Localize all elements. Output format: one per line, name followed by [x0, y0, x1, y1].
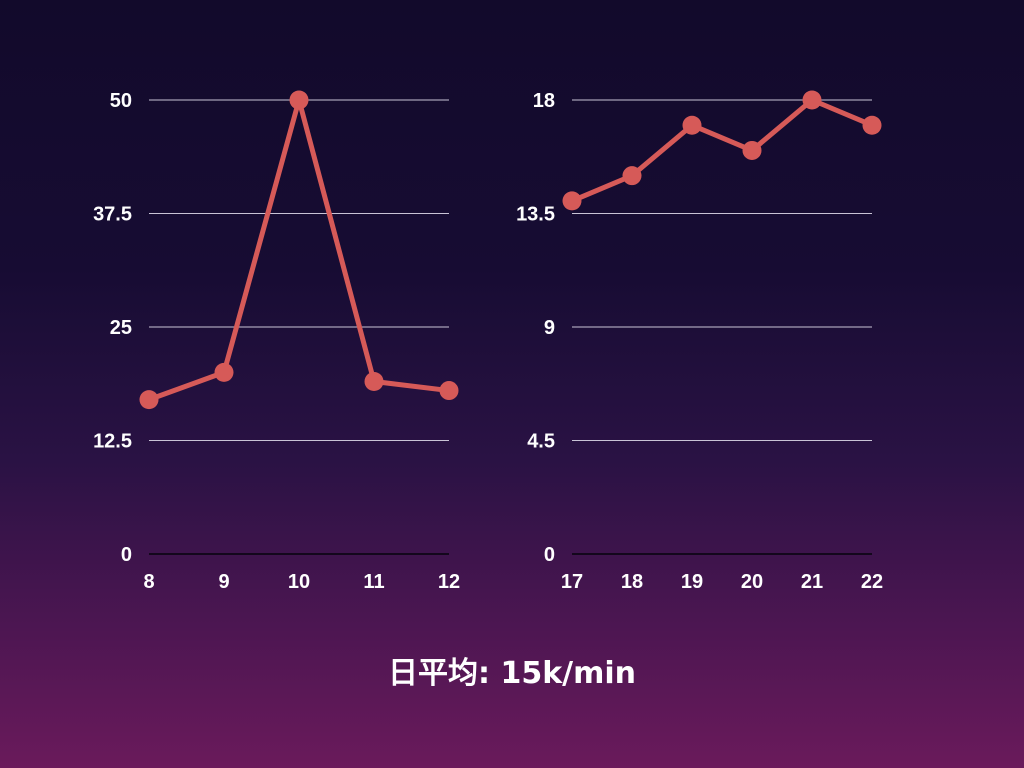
left-chart: 0 12.5 25 37.5 50 8 9 10 11 12 — [93, 90, 460, 593]
y-tick-label: 37.5 — [93, 204, 132, 226]
y-tick-label: 25 — [110, 317, 132, 339]
x-tick-label: 8 — [143, 571, 154, 593]
x-tick-label: 9 — [218, 571, 229, 593]
series-line — [569, 97, 875, 204]
y-tick-label: 0 — [121, 544, 132, 566]
x-tick-label: 20 — [741, 571, 763, 593]
right-chart: 0 4.5 9 13.5 18 17 18 19 20 21 22 — [516, 90, 883, 593]
x-tick-label: 21 — [801, 571, 823, 593]
series-line — [146, 97, 452, 403]
x-tick-label: 17 — [561, 571, 583, 593]
y-tick-label: 18 — [533, 90, 555, 112]
x-tick-label: 12 — [438, 571, 460, 593]
data-point — [439, 381, 459, 401]
daily-average-caption: 日平均: 15k/min — [388, 656, 636, 691]
x-tick-label: 22 — [861, 571, 883, 593]
y-tick-label: 4.5 — [527, 431, 555, 453]
x-tick-label: 18 — [621, 571, 643, 593]
data-point — [682, 115, 702, 135]
data-point — [862, 115, 882, 135]
y-tick-label: 13.5 — [516, 204, 555, 226]
data-point — [139, 390, 159, 410]
data-point — [562, 191, 582, 211]
data-point — [742, 140, 762, 160]
data-point — [802, 90, 822, 110]
data-point — [214, 362, 234, 382]
y-tick-label: 12.5 — [93, 431, 132, 453]
x-tick-label: 10 — [288, 571, 310, 593]
y-tick-label: 0 — [544, 544, 555, 566]
y-tick-label: 50 — [110, 90, 132, 112]
x-tick-label: 11 — [363, 571, 384, 593]
x-tick-label: 19 — [681, 571, 703, 593]
y-tick-label: 9 — [544, 317, 555, 339]
data-point — [289, 90, 309, 110]
data-point — [364, 371, 384, 391]
data-point — [622, 166, 642, 186]
